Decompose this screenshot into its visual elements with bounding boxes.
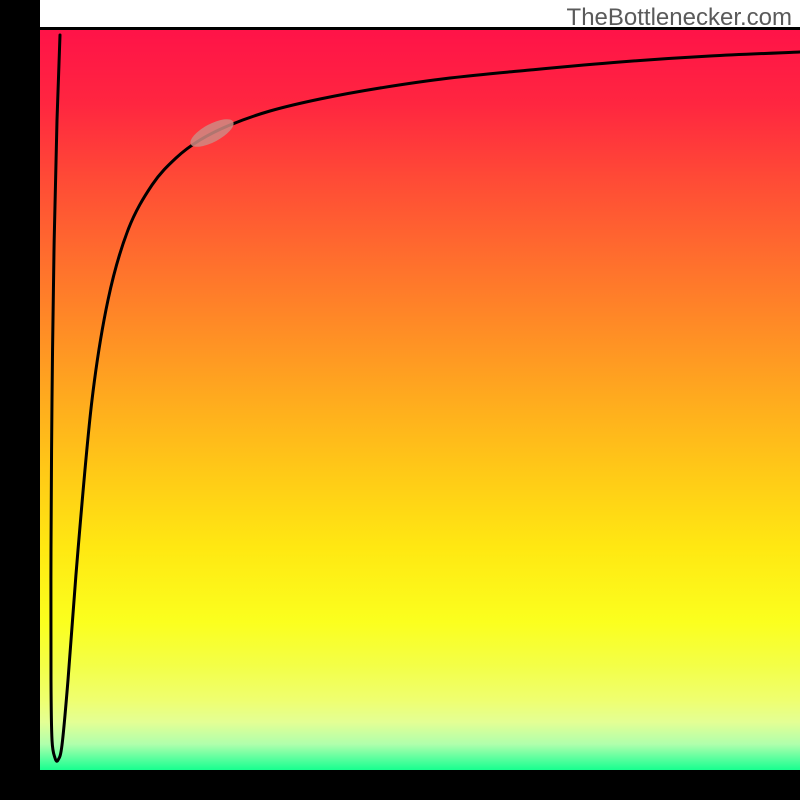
bottleneck-chart: TheBottlenecker.com (0, 0, 800, 800)
watermark-text: TheBottlenecker.com (567, 4, 792, 32)
plot-gradient-background (40, 30, 800, 770)
chart-svg (0, 0, 800, 800)
